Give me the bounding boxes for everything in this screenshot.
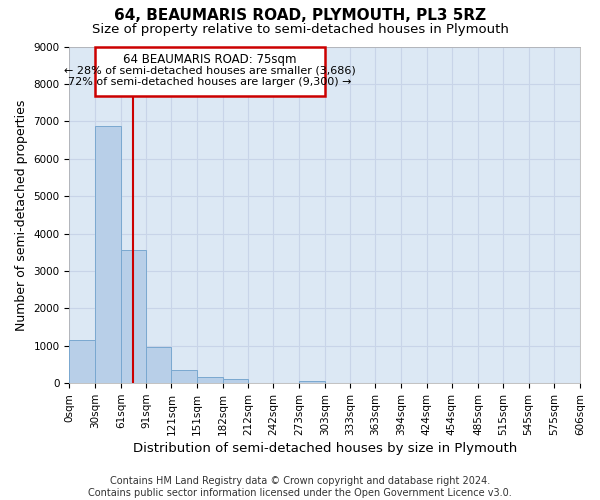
Bar: [95, 126, 121, 383]
Bar: [197, 378, 223, 383]
X-axis label: Distribution of semi-detached houses by size in Plymouth: Distribution of semi-detached houses by …: [133, 442, 517, 455]
Text: 72% of semi-detached houses are larger (9,300) →: 72% of semi-detached houses are larger (…: [68, 77, 352, 87]
FancyBboxPatch shape: [95, 46, 325, 96]
Bar: [299, 380, 325, 383]
Text: ← 28% of semi-detached houses are smaller (3,686): ← 28% of semi-detached houses are smalle…: [64, 66, 356, 76]
Text: 64 BEAUMARIS ROAD: 75sqm: 64 BEAUMARIS ROAD: 75sqm: [123, 53, 296, 66]
Text: 64, BEAUMARIS ROAD, PLYMOUTH, PL3 5RZ: 64, BEAUMARIS ROAD, PLYMOUTH, PL3 5RZ: [114, 8, 486, 22]
Bar: [223, 380, 248, 383]
Text: Size of property relative to semi-detached houses in Plymouth: Size of property relative to semi-detach…: [92, 22, 508, 36]
Y-axis label: Number of semi-detached properties: Number of semi-detached properties: [15, 99, 28, 330]
Bar: [70, 340, 95, 383]
Bar: [146, 348, 172, 383]
Text: Contains HM Land Registry data © Crown copyright and database right 2024.
Contai: Contains HM Land Registry data © Crown c…: [88, 476, 512, 498]
Bar: [121, 250, 146, 383]
Bar: [172, 370, 197, 383]
